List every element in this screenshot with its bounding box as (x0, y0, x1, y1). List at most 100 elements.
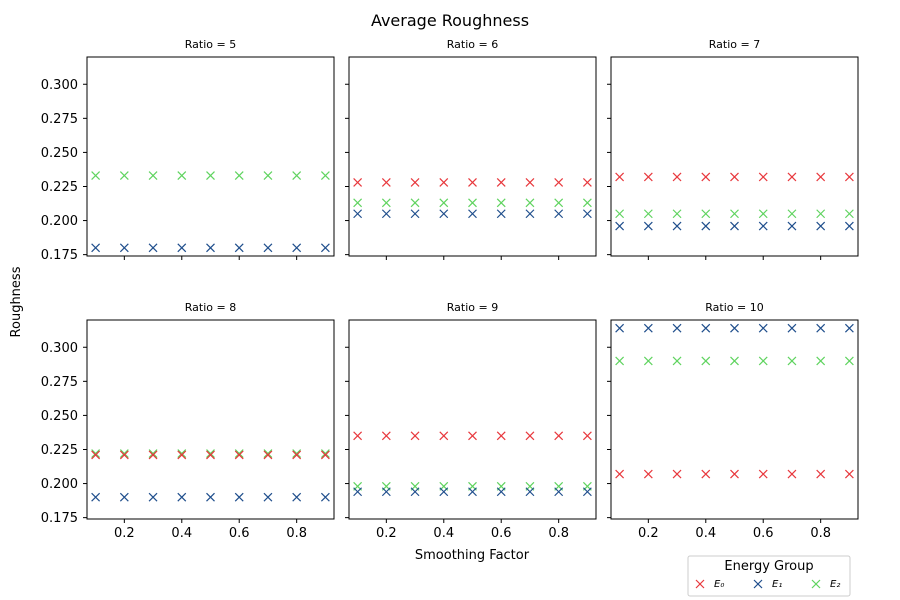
y-tick-label: 0.300 (41, 341, 78, 356)
marker-e2 (643, 356, 653, 366)
marker-e0 (844, 172, 854, 182)
subplot-frame (610, 319, 859, 520)
marker-e2 (672, 356, 682, 366)
x-axis-label: Smoothing Factor (415, 548, 530, 563)
y-axis-label: Roughness (9, 266, 24, 337)
legend-item-e1: E₁ (753, 579, 782, 590)
marker-e0 (701, 469, 711, 479)
y-tick-label: 0.175 (41, 248, 78, 263)
marker-e1 (730, 323, 739, 333)
marker-e2 (353, 198, 363, 208)
marker-e1 (816, 323, 826, 333)
x-tick-label: 0.8 (810, 526, 831, 541)
marker-e1 (381, 487, 391, 497)
y-tick-label: 0.300 (41, 78, 78, 93)
x-tick-label: 0.6 (491, 526, 512, 541)
marker-e2 (91, 171, 101, 181)
marker-e0 (439, 431, 449, 441)
marker-e1 (148, 243, 158, 253)
y-tick-label: 0.175 (41, 511, 78, 526)
marker-e1 (672, 323, 682, 333)
marker-e1 (206, 492, 215, 502)
subplot-6: Ratio = 10 0.2 0.4 0.6 0.8 (607, 301, 859, 541)
marker-e0 (119, 450, 129, 460)
marker-e2 (91, 449, 101, 458)
marker-e1 (615, 323, 625, 333)
marker-e1 (844, 221, 854, 231)
marker-e1 (525, 209, 535, 219)
marker-e0 (234, 450, 244, 460)
marker-e1 (119, 492, 129, 502)
y-tick-label: 0.225 (41, 180, 78, 195)
marker-e0 (381, 431, 391, 441)
legend-label: E₂ (830, 579, 840, 590)
marker-e1 (643, 221, 653, 231)
marker-e1 (206, 243, 215, 253)
marker-e1 (148, 492, 158, 502)
marker-e1 (701, 323, 711, 333)
marker-e1 (410, 209, 420, 219)
marker-e1 (582, 487, 592, 497)
marker-e0 (496, 177, 506, 187)
marker-e0 (148, 450, 158, 460)
marker-e0 (381, 177, 391, 187)
marker-e1 (353, 487, 363, 497)
subplot-frame (348, 56, 597, 257)
marker-e2 (320, 449, 330, 458)
marker-e1 (234, 492, 244, 502)
subplot-1: Ratio = 5 0.175 0.200 0.225 0.250 0.275 0.300 (41, 38, 335, 263)
marker-e1 (758, 221, 768, 231)
marker-e2 (844, 356, 854, 366)
marker-e0 (787, 469, 797, 479)
marker-e0 (787, 172, 797, 182)
marker-e2 (554, 198, 564, 208)
marker-e0 (554, 431, 564, 441)
marker-e0 (758, 469, 768, 479)
marker-e0 (525, 431, 535, 441)
marker-e2 (787, 209, 797, 219)
subplot-5: Ratio = 9 0.2 0.4 0.6 0.8 (345, 301, 597, 541)
x-tick-label: 0.8 (548, 526, 569, 541)
marker-e2 (844, 209, 854, 219)
marker-e1 (292, 492, 302, 502)
marker-e0 (410, 431, 420, 441)
marker-e2 (263, 449, 273, 458)
marker-e0 (643, 172, 653, 182)
marker-e1 (787, 323, 797, 333)
marker-e0 (730, 172, 739, 182)
x-tick-label: 0.2 (638, 526, 659, 541)
legend-marker (695, 579, 705, 589)
marker-e2 (816, 356, 826, 366)
marker-e2 (206, 449, 215, 458)
legend-label: E₀ (714, 579, 724, 590)
marker-e2 (816, 209, 826, 219)
marker-e2 (701, 356, 711, 366)
x-tick-label: 0.6 (753, 526, 774, 541)
marker-e1 (91, 492, 101, 502)
marker-e2 (468, 198, 477, 208)
marker-e2 (148, 171, 158, 181)
marker-e0 (672, 469, 682, 479)
marker-e0 (468, 431, 477, 441)
x-tick-label: 0.4 (433, 526, 454, 541)
marker-e2 (206, 171, 215, 181)
marker-e2 (292, 449, 302, 458)
marker-e0 (701, 172, 711, 182)
x-tick-label: 0.2 (376, 526, 397, 541)
marker-e2 (758, 356, 768, 366)
marker-e2 (496, 198, 506, 208)
marker-e0 (525, 177, 535, 187)
marker-e1 (787, 221, 797, 231)
subplot-title: Ratio = 7 (709, 38, 760, 51)
marker-e0 (582, 431, 592, 441)
marker-e0 (643, 469, 653, 479)
marker-e2 (730, 356, 739, 366)
marker-e0 (206, 450, 215, 460)
x-tick-label: 0.8 (286, 526, 307, 541)
marker-e1 (615, 221, 625, 231)
marker-e1 (263, 492, 273, 502)
x-tick-label: 0.6 (229, 526, 250, 541)
marker-e2 (410, 198, 420, 208)
